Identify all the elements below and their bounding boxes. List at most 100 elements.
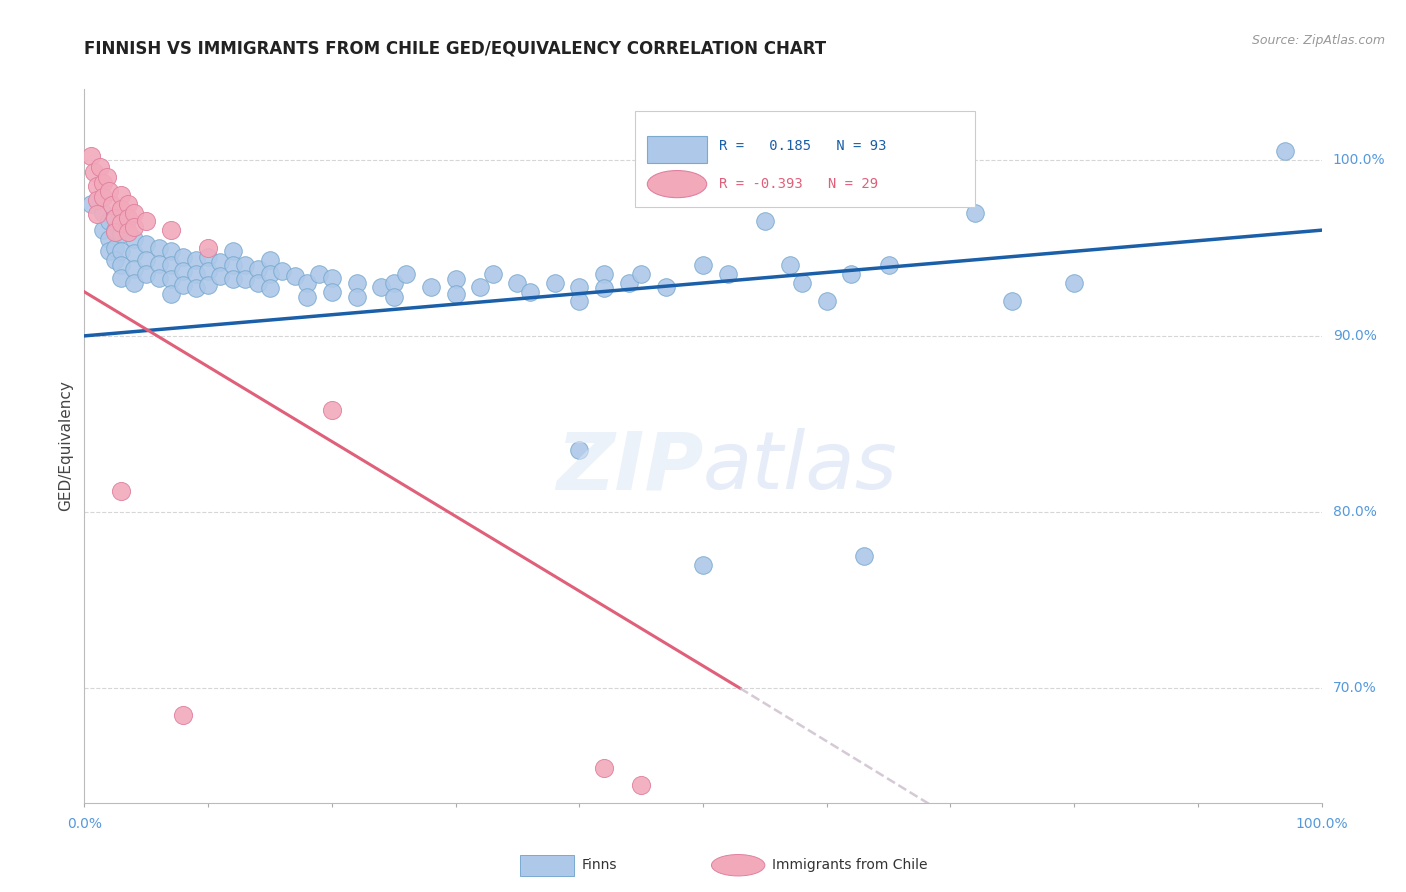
Y-axis label: GED/Equivalency: GED/Equivalency — [58, 381, 73, 511]
Point — [308, 267, 330, 281]
Point — [370, 279, 392, 293]
Point — [98, 185, 121, 199]
Point — [91, 176, 114, 190]
Point — [419, 279, 441, 293]
Point — [852, 549, 875, 563]
Point — [1274, 144, 1296, 158]
Point — [593, 267, 616, 281]
Point — [233, 259, 256, 273]
Point — [184, 281, 207, 295]
Point — [593, 281, 616, 295]
Point — [117, 211, 139, 225]
Ellipse shape — [647, 170, 707, 198]
Text: Source: ZipAtlas.com: Source: ZipAtlas.com — [1251, 34, 1385, 47]
Point — [209, 268, 232, 283]
Text: 70.0%: 70.0% — [1333, 681, 1376, 695]
Point — [184, 253, 207, 268]
Point — [506, 276, 529, 290]
Point — [91, 189, 114, 203]
Point — [110, 188, 132, 202]
Point — [104, 241, 127, 255]
Point — [91, 205, 114, 219]
Point — [444, 272, 467, 286]
Point — [122, 276, 145, 290]
Point — [382, 276, 405, 290]
Point — [148, 270, 170, 285]
Point — [1063, 276, 1085, 290]
Point — [98, 244, 121, 259]
Point — [655, 279, 678, 293]
Text: ZIP: ZIP — [555, 428, 703, 507]
Text: R =   0.185   N = 93: R = 0.185 N = 93 — [718, 139, 887, 153]
Point — [346, 290, 368, 304]
Point — [568, 293, 591, 308]
Point — [86, 193, 108, 207]
Point — [86, 207, 108, 221]
Point — [519, 285, 541, 299]
Point — [110, 244, 132, 259]
Text: 80.0%: 80.0% — [1333, 505, 1376, 519]
Point — [122, 261, 145, 276]
Point — [790, 276, 813, 290]
Point — [172, 707, 194, 722]
Point — [284, 268, 307, 283]
Point — [104, 211, 127, 225]
FancyBboxPatch shape — [636, 111, 976, 207]
Text: 90.0%: 90.0% — [1333, 329, 1376, 343]
Text: 100.0%: 100.0% — [1295, 817, 1348, 830]
Point — [104, 223, 127, 237]
Point — [779, 259, 801, 273]
Point — [148, 257, 170, 271]
Point — [815, 293, 838, 308]
Point — [470, 279, 492, 293]
Point — [86, 179, 108, 194]
Point — [692, 558, 714, 572]
Point — [160, 244, 183, 259]
Point — [122, 246, 145, 260]
Point — [122, 205, 145, 219]
Point — [295, 290, 318, 304]
Point — [259, 281, 281, 295]
Point — [222, 259, 245, 273]
Point — [110, 259, 132, 273]
Point — [117, 225, 139, 239]
Point — [79, 149, 101, 163]
Point — [321, 270, 343, 285]
Point — [1001, 293, 1024, 308]
Point — [197, 241, 219, 255]
Point — [222, 244, 245, 259]
Point — [79, 196, 101, 211]
Point — [321, 285, 343, 299]
Point — [246, 261, 269, 276]
Point — [160, 286, 183, 301]
Point — [965, 205, 987, 219]
Text: atlas: atlas — [703, 428, 898, 507]
Point — [295, 276, 318, 290]
Point — [172, 250, 194, 264]
Point — [321, 403, 343, 417]
Text: Immigrants from Chile: Immigrants from Chile — [772, 858, 928, 872]
Point — [135, 267, 157, 281]
Point — [184, 267, 207, 281]
Point — [160, 272, 183, 286]
Point — [160, 223, 183, 237]
Point — [197, 250, 219, 264]
Point — [259, 267, 281, 281]
Point — [222, 272, 245, 286]
Text: FINNISH VS IMMIGRANTS FROM CHILE GED/EQUIVALENCY CORRELATION CHART: FINNISH VS IMMIGRANTS FROM CHILE GED/EQU… — [84, 40, 827, 58]
Point — [117, 196, 139, 211]
Point — [197, 263, 219, 277]
Point — [593, 760, 616, 774]
Point — [841, 267, 863, 281]
Text: R = -0.393   N = 29: R = -0.393 N = 29 — [718, 178, 879, 191]
Point — [104, 253, 127, 268]
Point — [197, 277, 219, 292]
Point — [172, 277, 194, 292]
Point — [122, 219, 145, 234]
Point — [346, 276, 368, 290]
Point — [122, 232, 145, 246]
Point — [233, 272, 256, 286]
Point — [172, 263, 194, 277]
Point — [83, 165, 105, 179]
Point — [135, 214, 157, 228]
